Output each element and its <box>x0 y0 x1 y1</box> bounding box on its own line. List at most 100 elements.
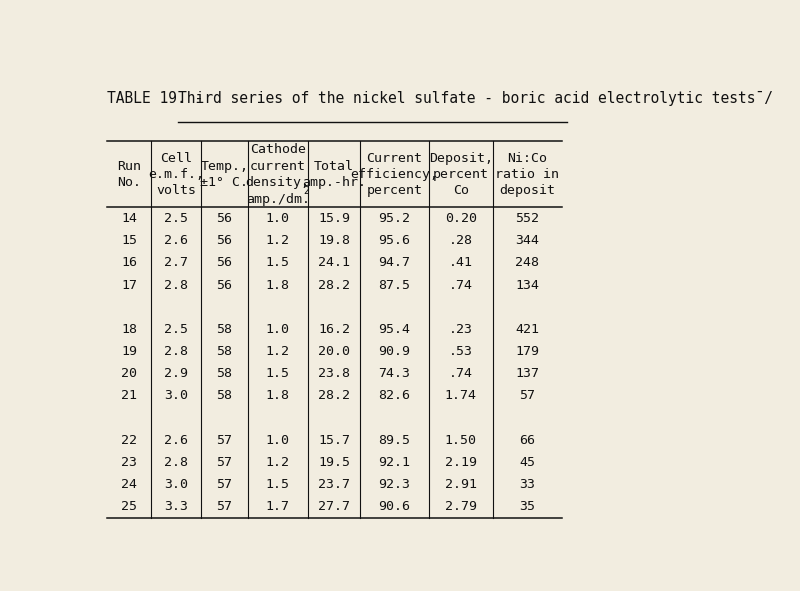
Text: current: current <box>250 160 306 173</box>
Text: 2.19: 2.19 <box>445 456 477 469</box>
Text: 95.4: 95.4 <box>378 323 410 336</box>
Text: Co: Co <box>453 184 469 197</box>
Text: percent: percent <box>366 184 422 197</box>
Text: 2.91: 2.91 <box>445 478 477 491</box>
Text: 179: 179 <box>515 345 539 358</box>
Text: 94.7: 94.7 <box>378 256 410 269</box>
Text: .28: .28 <box>449 234 473 247</box>
Text: 95.2: 95.2 <box>378 212 410 225</box>
Text: 56: 56 <box>216 234 232 247</box>
Text: 137: 137 <box>515 367 539 380</box>
Text: 23: 23 <box>121 456 137 469</box>
Text: 74.3: 74.3 <box>378 367 410 380</box>
Text: 58: 58 <box>216 323 232 336</box>
Text: 2.8: 2.8 <box>164 345 188 358</box>
Text: 87.5: 87.5 <box>378 278 410 291</box>
Text: No.: No. <box>117 176 141 189</box>
Text: 90.6: 90.6 <box>378 500 410 513</box>
Text: 23.7: 23.7 <box>318 478 350 491</box>
Text: 18: 18 <box>121 323 137 336</box>
Text: 56: 56 <box>216 256 232 269</box>
Text: density,: density, <box>246 176 310 189</box>
Text: 1.2: 1.2 <box>266 234 290 247</box>
Text: 28.2: 28.2 <box>318 389 350 402</box>
Text: 56: 56 <box>216 212 232 225</box>
Text: 1.5: 1.5 <box>266 367 290 380</box>
Text: 421: 421 <box>515 323 539 336</box>
Text: 1.5: 1.5 <box>266 256 290 269</box>
Text: 33: 33 <box>519 478 535 491</box>
Text: 28.2: 28.2 <box>318 278 350 291</box>
Text: efficiency,: efficiency, <box>350 168 438 181</box>
Text: .74: .74 <box>449 278 473 291</box>
Text: 344: 344 <box>515 234 539 247</box>
Text: 1.8: 1.8 <box>266 278 290 291</box>
Text: 2.5: 2.5 <box>164 323 188 336</box>
Text: 1.2: 1.2 <box>266 345 290 358</box>
Text: 19.5: 19.5 <box>318 456 350 469</box>
Text: deposit: deposit <box>499 184 555 197</box>
Text: 134: 134 <box>515 278 539 291</box>
Text: percent: percent <box>433 168 489 181</box>
Text: Deposit,: Deposit, <box>429 151 493 164</box>
Text: amp.-hr.: amp.-hr. <box>302 176 366 189</box>
Text: Total: Total <box>314 160 354 173</box>
Text: 58: 58 <box>216 345 232 358</box>
Text: 16: 16 <box>121 256 137 269</box>
Text: .53: .53 <box>449 345 473 358</box>
Text: ratio in: ratio in <box>495 168 559 181</box>
Text: 57: 57 <box>216 500 232 513</box>
Text: 35: 35 <box>519 500 535 513</box>
Text: 20: 20 <box>121 367 137 380</box>
Text: 25: 25 <box>121 500 137 513</box>
Text: 2.6: 2.6 <box>164 234 188 247</box>
Text: 92.3: 92.3 <box>378 478 410 491</box>
Text: 2.8: 2.8 <box>164 278 188 291</box>
Text: .74: .74 <box>449 367 473 380</box>
Text: 15.9: 15.9 <box>318 212 350 225</box>
Text: 24.1: 24.1 <box>318 256 350 269</box>
Text: 2.8: 2.8 <box>164 456 188 469</box>
Text: 1.74: 1.74 <box>445 389 477 402</box>
Text: 248: 248 <box>515 256 539 269</box>
Text: 552: 552 <box>515 212 539 225</box>
Text: .23: .23 <box>449 323 473 336</box>
Text: 45: 45 <box>519 456 535 469</box>
Text: 2.7: 2.7 <box>164 256 188 269</box>
Text: .41: .41 <box>449 256 473 269</box>
Text: 90.9: 90.9 <box>378 345 410 358</box>
Text: 2: 2 <box>303 186 309 196</box>
Text: 15.7: 15.7 <box>318 434 350 447</box>
Text: 15: 15 <box>121 234 137 247</box>
Text: 19: 19 <box>121 345 137 358</box>
Text: Temp.,: Temp., <box>200 160 248 173</box>
Text: 3.3: 3.3 <box>164 500 188 513</box>
Text: 1.8: 1.8 <box>266 389 290 402</box>
Text: 22: 22 <box>121 434 137 447</box>
Text: 24: 24 <box>121 478 137 491</box>
Text: 21: 21 <box>121 389 137 402</box>
Text: 1.0: 1.0 <box>266 212 290 225</box>
Text: 3.0: 3.0 <box>164 478 188 491</box>
Text: 1.0: 1.0 <box>266 323 290 336</box>
Text: TABLE 19. -: TABLE 19. - <box>107 92 213 106</box>
Text: 20.0: 20.0 <box>318 345 350 358</box>
Text: 57: 57 <box>216 434 232 447</box>
Text: 57: 57 <box>216 456 232 469</box>
Text: volts: volts <box>156 184 196 197</box>
Text: 89.5: 89.5 <box>378 434 410 447</box>
Text: amp./dm.: amp./dm. <box>246 193 310 206</box>
Text: 17: 17 <box>121 278 137 291</box>
Text: 57: 57 <box>519 389 535 402</box>
Text: 0.20: 0.20 <box>445 212 477 225</box>
Text: Third series of the nickel sulfate - boric acid electrolytic tests¯/: Third series of the nickel sulfate - bor… <box>178 92 773 106</box>
Text: 23.8: 23.8 <box>318 367 350 380</box>
Text: Ni:Co: Ni:Co <box>507 151 547 164</box>
Text: 19.8: 19.8 <box>318 234 350 247</box>
Text: 27.7: 27.7 <box>318 500 350 513</box>
Text: e.m.f.,: e.m.f., <box>148 168 204 181</box>
Text: Cell: Cell <box>160 151 192 164</box>
Text: 66: 66 <box>519 434 535 447</box>
Text: 2.79: 2.79 <box>445 500 477 513</box>
Text: 2.5: 2.5 <box>164 212 188 225</box>
